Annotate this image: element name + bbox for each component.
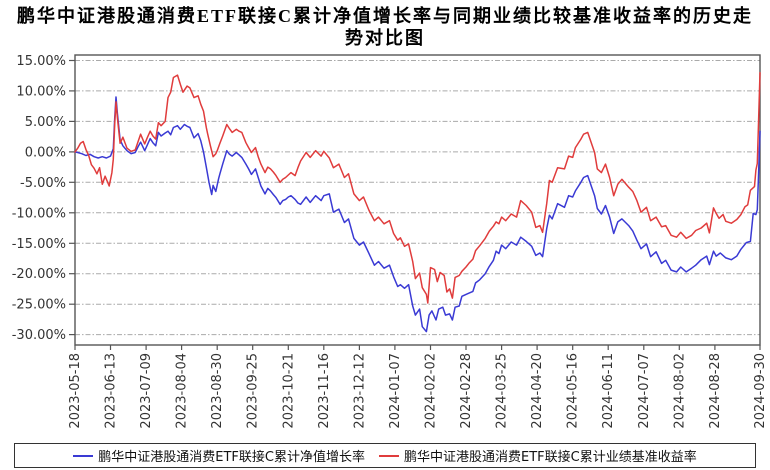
nav-growth-line-swatch (73, 454, 94, 457)
y-axis-tick-label: 0.00% (25, 145, 66, 160)
chart-title: 鹏华中证港股通消费ETF联接C累计净值增长率与同期业绩比较基准收益率的历史走 势… (0, 5, 770, 49)
x-axis-tick-label: 2024-04-20 (530, 353, 545, 429)
x-axis-tick-label: 2023-05-18 (68, 353, 83, 429)
nav-growth-line (74, 96, 761, 333)
x-axis-tick-label: 2023-12-12 (352, 353, 367, 429)
y-axis-tick-label: -20.00% (12, 267, 66, 282)
x-axis-tick-label: 2024-05-16 (566, 353, 581, 429)
y-axis-tick-label: -5.00% (20, 176, 66, 191)
y-axis-tick-label: 15.00% (16, 54, 66, 69)
x-axis-tick-label: 2024-01-07 (388, 353, 403, 429)
x-axis-tick-label: 2023-08-04 (175, 353, 190, 429)
x-axis-tick-label: 2024-08-28 (708, 353, 723, 429)
x-axis-tick-label: 2024-07-07 (637, 353, 652, 429)
y-axis-tick-label: 10.00% (16, 84, 66, 99)
x-axis-tick-label: 2024-03-25 (495, 353, 510, 429)
x-axis-tick-label: 2023-08-30 (210, 353, 225, 429)
y-axis-tick-label: -15.00% (12, 237, 66, 252)
x-axis-tick-label: 2024-06-11 (601, 353, 616, 429)
benchmark-legend-label: 鹏华中证港股通消费ETF联接C累计业绩基准收益率 (404, 450, 697, 465)
x-axis-tick-label: 2023-10-21 (281, 353, 296, 429)
legend-item-benchmark: 鹏华中证港股通消费ETF联接C累计业绩基准收益率 (379, 446, 697, 465)
benchmark-line (74, 71, 761, 304)
y-axis-tick-label: -25.00% (12, 298, 66, 313)
y-axis-tick-label: -30.00% (12, 328, 66, 343)
chart-title-line2: 势对比图 (345, 28, 425, 48)
nav-growth-legend-label: 鹏华中证港股通消费ETF联接C累计净值增长率 (98, 450, 365, 465)
legend-item-nav-growth: 鹏华中证港股通消费ETF联接C累计净值增长率 (73, 446, 365, 465)
x-axis-tick-label: 2023-11-16 (317, 353, 332, 429)
y-axis-tick-label: -10.00% (12, 206, 66, 221)
benchmark-line-swatch (379, 454, 399, 457)
x-axis-tick-label: 2024-08-02 (672, 353, 687, 429)
x-axis-tick-label: 2023-09-25 (246, 353, 261, 429)
x-axis-tick-label: 2024-09-30 (753, 353, 768, 429)
x-axis-tick-label: 2024-02-02 (424, 353, 439, 429)
plot-border (74, 54, 761, 346)
x-axis-tick-label: 2023-06-13 (104, 353, 119, 429)
y-axis-tick-label: 5.00% (25, 115, 66, 130)
legend: 鹏华中证港股通消费ETF联接C累计净值增长率 鹏华中证港股通消费ETF联接C累计… (14, 443, 756, 468)
x-axis-tick-label: 2024-02-28 (459, 353, 474, 429)
chart-title-line1: 鹏华中证港股通消费ETF联接C累计净值增长率与同期业绩比较基准收益率的历史走 (16, 6, 753, 26)
x-axis-tick-label: 2023-07-09 (139, 353, 154, 429)
